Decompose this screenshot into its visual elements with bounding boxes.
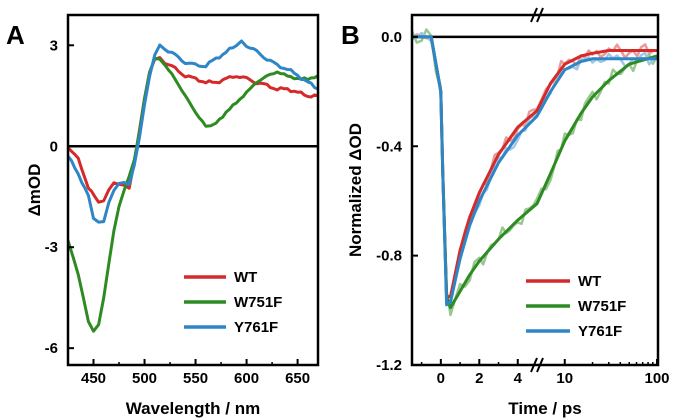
panel-a-legend-label-w751f: W751F (234, 294, 282, 311)
panel-b-break-mark-top (536, 7, 544, 23)
panel-a-xtick-label: 550 (183, 370, 208, 387)
panel-b-ytick-label: -1.2 (376, 357, 402, 374)
panel-a-ytick-label: 3 (50, 37, 58, 54)
panel-b-break-mark-top (530, 7, 538, 23)
panel-a-xtick-label: 450 (81, 370, 106, 387)
panel-a-xtick-label: 500 (132, 370, 157, 387)
panel-a-series-wt (68, 56, 318, 204)
panel-b-break-mark-bottom (536, 357, 544, 373)
panel-b-fit-wt (412, 35, 657, 299)
panel-b-xtick-label: 4 (514, 370, 523, 387)
panel-b-xtick-label: 10 (556, 370, 573, 387)
panel-a-xtick-label: 650 (285, 370, 310, 387)
panel-a-xtick-label: 600 (234, 370, 259, 387)
panel-a-series-w751f (68, 56, 318, 333)
panel-b-ylabel: Normalized ΔOD (346, 123, 365, 257)
panel-a-series-y761f (68, 39, 318, 224)
panel-a-ylabel: ΔmOD (25, 164, 44, 217)
panel-a-chart: 450 500 550 600 650 3 0 -3 -6 Wavelength / nm ΔmOD… (25, 13, 320, 418)
panel-b-xlabel: Time / ps (508, 399, 581, 418)
panel-a-ytick-label: 0 (50, 138, 58, 155)
panel-b-xtick-label: 2 (475, 370, 483, 387)
panel-b-legend-label-y761f: Y761F (578, 323, 622, 340)
panel-b-ytick-label: -0.4 (376, 138, 403, 155)
panel-a-ytick-label: -6 (45, 340, 58, 357)
panel-b-legend-label-wt: WT (578, 273, 601, 290)
panel-b-chart: 0 2 4 10 100 0.0 -0.4 -0.8 -1.2 Time / ps Normaliz… (346, 7, 670, 418)
panel-b-fit-w751f (412, 35, 658, 310)
panel-b-legend-label-w751f: W751F (578, 298, 626, 315)
panel-b-break-mark-bottom (530, 357, 538, 373)
panel-b-letter: B (341, 20, 360, 50)
panel-b-xtick-label: 100 (644, 370, 669, 387)
panel-b-ytick-label: -0.8 (376, 248, 402, 265)
panel-a-legend-label-y761f: Y761F (234, 319, 278, 336)
panel-a-frame (66, 13, 320, 367)
panel-a-legend-label-wt: WT (234, 269, 257, 286)
panel-b-ytick-label: 0.0 (381, 29, 402, 46)
panel-a-xlabel: Wavelength / nm (126, 399, 260, 418)
panel-a-ytick-label: -3 (45, 239, 58, 256)
panel-b-fit-y761f (412, 35, 657, 307)
panel-b-xtick-label: 0 (437, 370, 445, 387)
panel-a-letter: A (6, 20, 25, 50)
